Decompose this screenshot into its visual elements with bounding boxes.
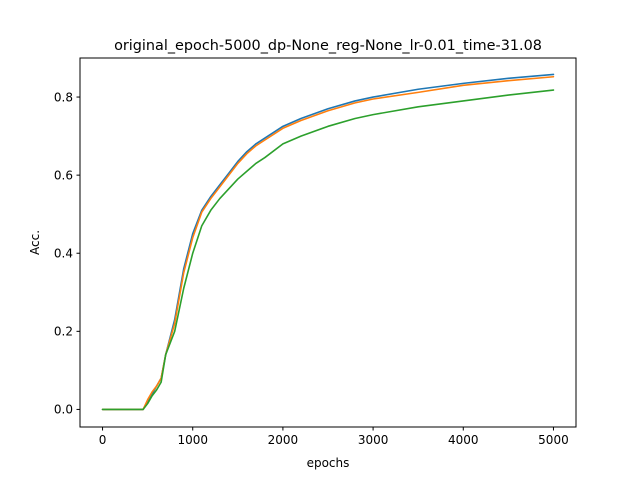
x-tick-label: 0 [99, 433, 107, 447]
x-tick-label: 1000 [177, 433, 208, 447]
x-tick-label: 5000 [538, 433, 569, 447]
y-axis-label: Acc. [28, 230, 42, 255]
y-tick-label: 0.0 [54, 403, 73, 417]
series-line-3 [101, 89, 555, 411]
x-tick-label: 4000 [448, 433, 479, 447]
y-tick-label: 0.8 [54, 90, 73, 104]
series-layer [101, 73, 555, 411]
y-tick-label: 0.4 [54, 247, 73, 261]
y-tick-label: 0.2 [54, 325, 73, 339]
x-axis-label: epochs [307, 456, 350, 470]
plot-area: 0 1000 2000 3000 4000 5000 0.0 0.2 0.4 0.6 0.8 [54, 57, 577, 447]
x-tick-label: 2000 [268, 433, 299, 447]
axes-frame [79, 57, 577, 428]
y-tick-label: 0.6 [54, 168, 73, 182]
y-axis: 0.0 0.2 0.4 0.6 0.8 [54, 90, 80, 417]
x-axis: 0 1000 2000 3000 4000 5000 [99, 427, 569, 447]
chart-title: original_epoch-5000_dp-None_reg-None_lr-… [114, 38, 542, 54]
x-tick-label: 3000 [358, 433, 389, 447]
